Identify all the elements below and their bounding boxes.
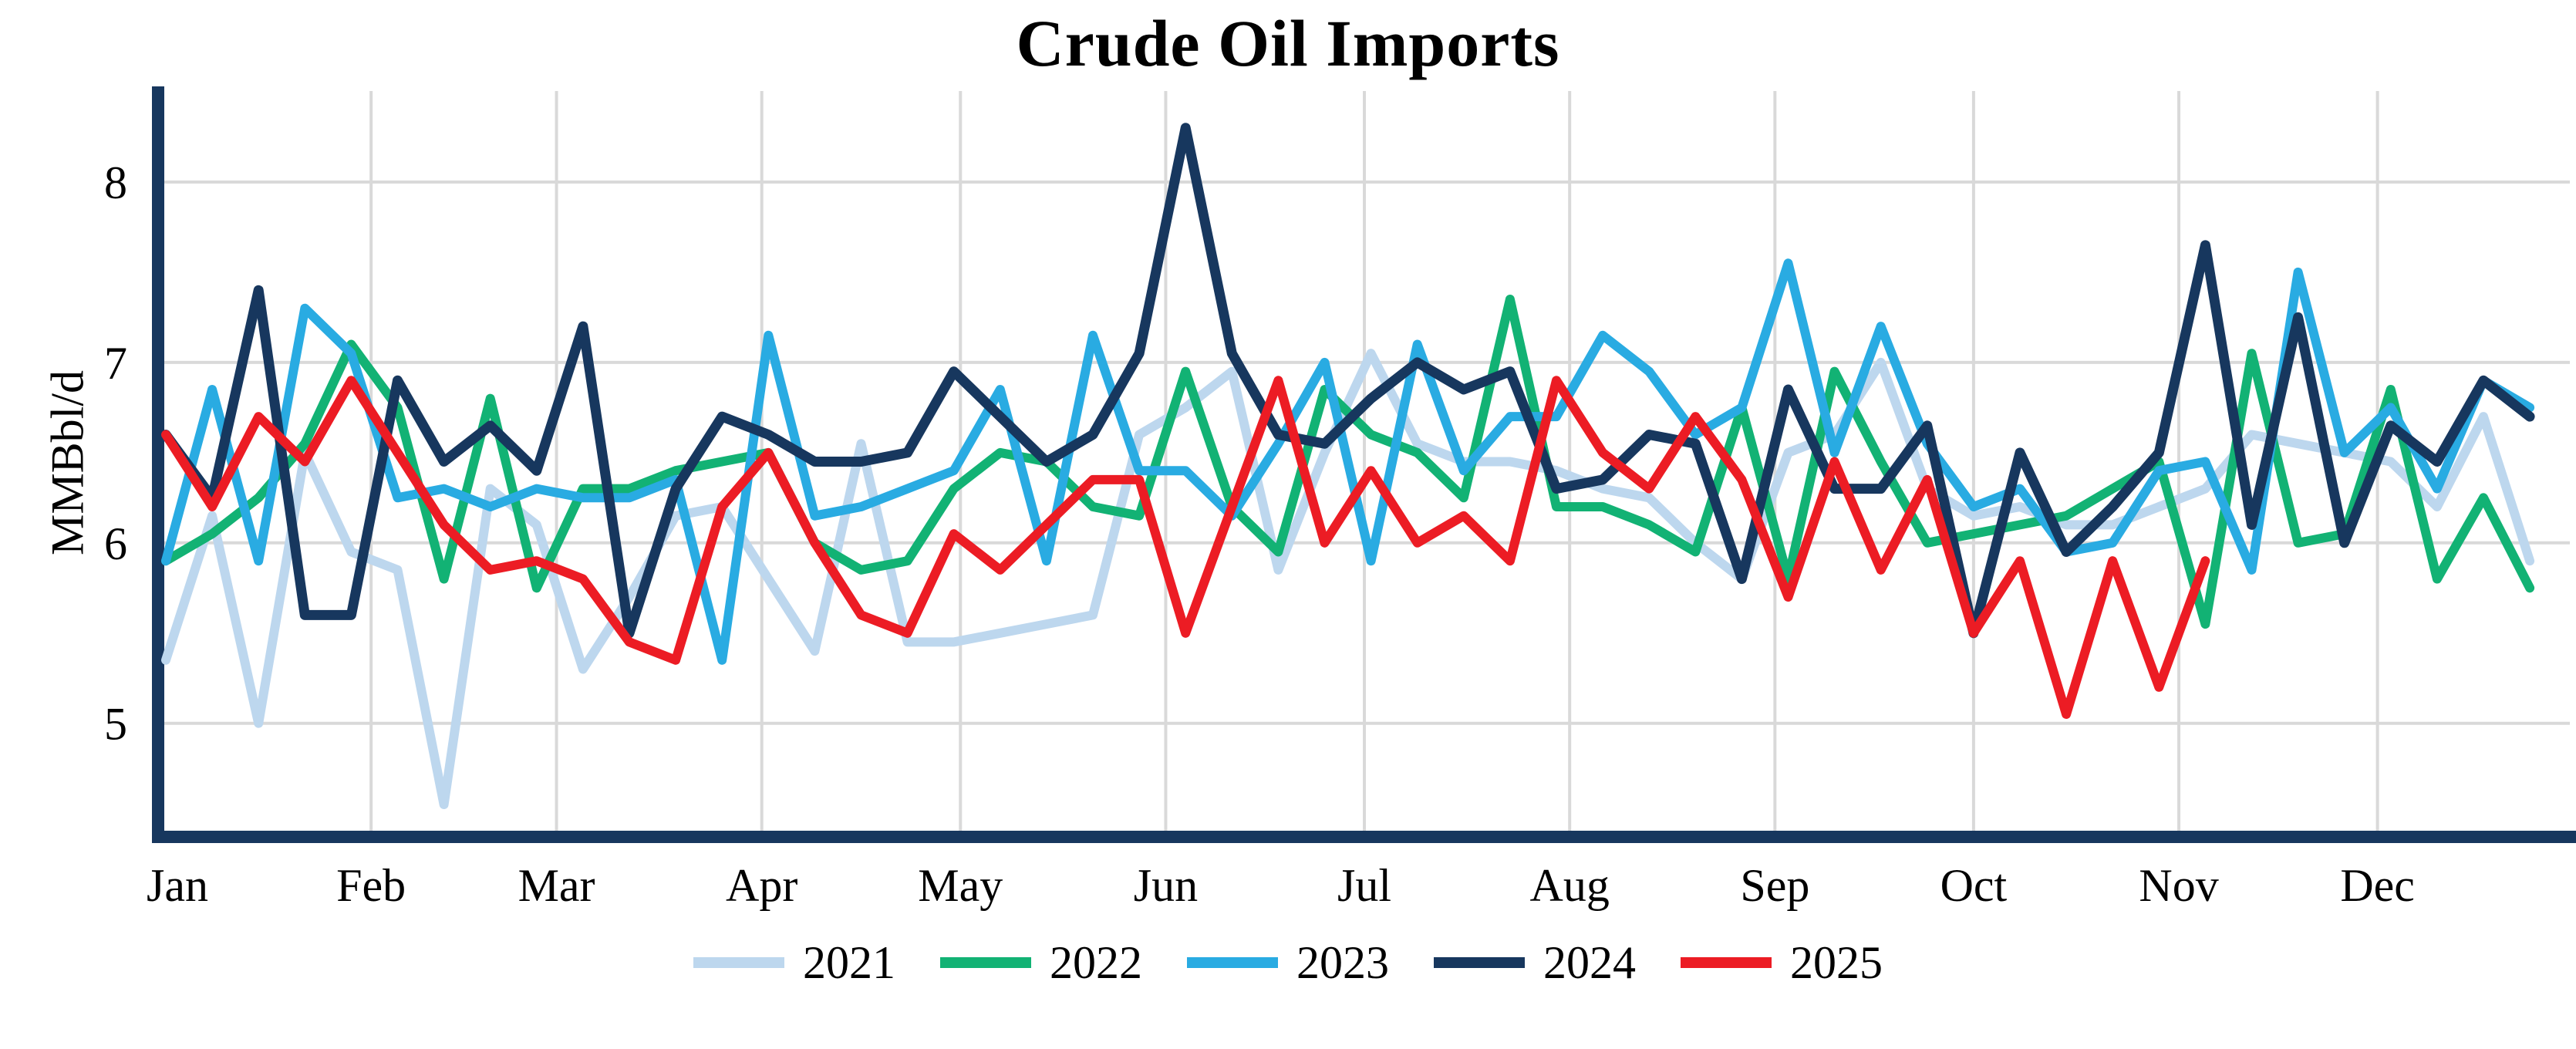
legend-swatch-2024 (1434, 957, 1525, 968)
x-tick-label-Oct: Oct (1940, 860, 2008, 911)
y-tick-label-7: 7 (104, 338, 127, 389)
legend-swatch-2023 (1187, 957, 1278, 968)
x-tick-label-May: May (918, 860, 1003, 911)
x-tick-label-Dec: Dec (2340, 860, 2415, 911)
legend-swatch-2025 (1681, 957, 1772, 968)
x-tick-label-Feb: Feb (336, 860, 406, 911)
legend-item-2021: 2021 (693, 939, 895, 986)
legend-item-2024: 2024 (1434, 939, 1636, 986)
x-tick-label-Sep: Sep (1740, 860, 1809, 911)
y-tick-label-8: 8 (104, 157, 127, 208)
legend-item-2025: 2025 (1681, 939, 1883, 986)
legend-swatch-2021 (693, 957, 784, 968)
legend-swatch-2022 (940, 957, 1031, 968)
x-tick-label-Jun: Jun (1134, 860, 1198, 911)
x-tick-label-Aug: Aug (1529, 860, 1609, 911)
series-line-2024 (160, 123, 2535, 639)
y-tick-label-6: 6 (104, 518, 127, 569)
chart-title: Crude Oil Imports (1016, 6, 1560, 80)
series-line-2023 (161, 258, 2535, 665)
legend-label-2022: 2022 (1050, 937, 1142, 988)
legend-label-2024: 2024 (1543, 937, 1636, 988)
x-tick-label-Nov: Nov (2139, 860, 2218, 911)
x-tick-label-Jul: Jul (1337, 860, 1391, 911)
series-line-2025 (161, 376, 2210, 719)
legend-label-2021: 2021 (803, 937, 895, 988)
x-tick-label-Apr: Apr (726, 860, 797, 911)
y-tick-label-5: 5 (104, 699, 127, 750)
legend-item-2022: 2022 (940, 939, 1142, 986)
x-tick-label-Jan: Jan (147, 860, 208, 911)
legend-item-2023: 2023 (1187, 939, 1389, 986)
chart-legend: 2021 2022 2023 2024 2025 (0, 939, 2576, 986)
legend-label-2023: 2023 (1296, 937, 1389, 988)
legend-label-2025: 2025 (1790, 937, 1883, 988)
x-tick-label-Mar: Mar (518, 860, 595, 911)
series-line-2021 (161, 349, 2535, 809)
